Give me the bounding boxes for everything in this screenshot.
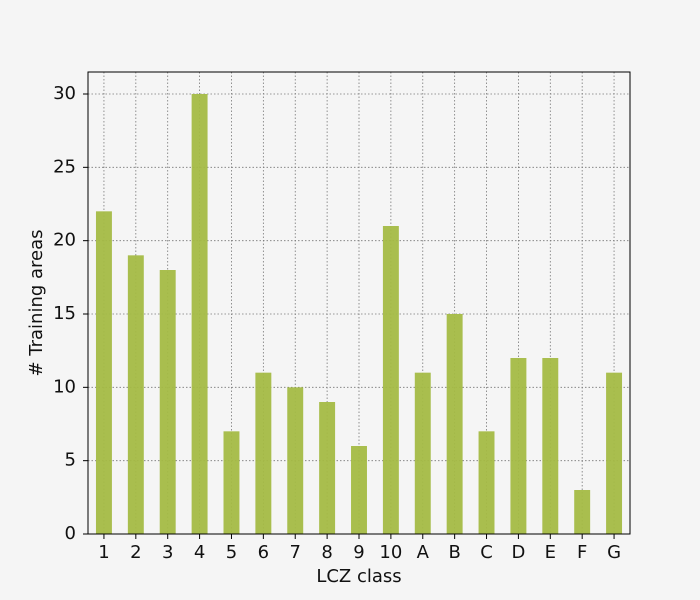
plot-frame bbox=[87, 71, 631, 535]
y-tick-label: 0 bbox=[65, 523, 76, 544]
bar bbox=[191, 94, 208, 534]
bar bbox=[287, 387, 304, 534]
bar bbox=[351, 446, 367, 534]
x-tick-label: 10 bbox=[379, 542, 402, 563]
x-tick-label: B bbox=[448, 542, 460, 563]
x-tick-label: 5 bbox=[226, 542, 237, 563]
bar bbox=[127, 255, 144, 535]
x-tick-label: 9 bbox=[353, 542, 364, 563]
bar bbox=[95, 211, 112, 535]
bar bbox=[574, 490, 591, 534]
x-tick-label: 8 bbox=[321, 542, 332, 563]
bar bbox=[446, 314, 463, 534]
y-tick-label: 30 bbox=[53, 83, 76, 104]
bar bbox=[414, 372, 431, 534]
bar bbox=[382, 226, 399, 534]
y-tick-label: 15 bbox=[53, 303, 76, 324]
bar bbox=[542, 358, 559, 534]
x-tick-label: 7 bbox=[290, 542, 301, 563]
x-tick-label: 3 bbox=[162, 542, 173, 563]
y-tick-label: 10 bbox=[53, 376, 76, 397]
y-axis-label: # Training areas bbox=[26, 229, 47, 376]
y-tick-label: 20 bbox=[53, 230, 76, 251]
bar bbox=[510, 358, 527, 534]
bar bbox=[255, 372, 272, 534]
x-tick-label: G bbox=[607, 542, 621, 563]
x-tick-label: F bbox=[577, 542, 587, 563]
x-axis-label: LCZ class bbox=[316, 566, 401, 587]
y-tick-label: 5 bbox=[65, 450, 76, 471]
bar bbox=[606, 372, 623, 534]
bar bbox=[319, 402, 336, 534]
bar bbox=[478, 431, 495, 534]
x-tick-label: D bbox=[511, 542, 525, 563]
x-tick-label: A bbox=[417, 542, 430, 563]
bar bbox=[223, 431, 240, 534]
x-tick-label: 4 bbox=[194, 542, 205, 563]
x-tick-label: 2 bbox=[130, 542, 141, 563]
y-tick-label: 25 bbox=[53, 156, 76, 177]
x-tick-label: 6 bbox=[258, 542, 269, 563]
x-tick-label: C bbox=[480, 542, 493, 563]
bar bbox=[159, 270, 176, 534]
x-tick-label: E bbox=[545, 542, 556, 563]
x-tick-label: 1 bbox=[98, 542, 109, 563]
